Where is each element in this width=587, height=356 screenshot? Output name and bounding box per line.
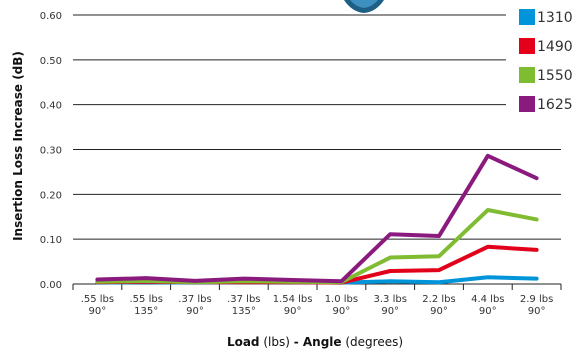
x-axis-title-part: (lbs) <box>260 335 294 349</box>
x-tick-label-load: 3.3 lbs <box>373 294 406 305</box>
x-tick-label-angle: 90° <box>284 306 302 317</box>
legend-swatch-1625 <box>519 96 535 112</box>
axes <box>72 283 562 290</box>
data-point-1625 <box>243 278 245 280</box>
legend-label: 1550 <box>537 68 573 84</box>
x-axis-title: Load (lbs) - Angle (degrees) <box>227 335 403 349</box>
x-axis-title-part: (degrees) <box>342 335 403 349</box>
data-point-1625 <box>292 279 294 281</box>
data-point-1550 <box>243 280 245 282</box>
series-line-1625 <box>95 153 539 284</box>
data-point-1625 <box>340 280 342 282</box>
data-point-1550 <box>536 218 538 220</box>
y-tick-label: 0.40 <box>40 101 62 112</box>
legend-swatch-1490 <box>519 38 535 54</box>
y-tick-label: 0.20 <box>40 190 62 201</box>
x-tick-label-load: .55 lbs <box>129 294 162 305</box>
x-tick-label-angle: 90° <box>333 306 351 317</box>
data-point-1310 <box>536 278 538 280</box>
y-tick-label: 0.60 <box>40 11 62 22</box>
legend-label: 1490 <box>537 39 573 55</box>
y-tick-label: 0.50 <box>40 56 62 67</box>
x-tick-label-load: 1.54 lbs <box>273 294 313 305</box>
y-tick-label: 0.30 <box>40 146 62 157</box>
x-tick-label-load: .55 lbs <box>81 294 114 305</box>
gridlines <box>73 14 561 240</box>
data-point-1550 <box>438 255 440 257</box>
x-tick-label-angle: 90° <box>186 306 204 317</box>
series-line-1550 <box>95 208 539 285</box>
data-point-1550 <box>145 280 147 282</box>
y-tick-labels: 0.00 0.10 0.20 0.30 0.40 0.50 0.60 <box>40 11 62 291</box>
x-tick-label-load: 2.9 lbs <box>520 294 553 305</box>
data-point-1310 <box>389 280 391 282</box>
y-tick-label: 0.00 <box>40 280 62 291</box>
legend-swatch-1550 <box>519 67 535 83</box>
y-tick-label: 0.10 <box>40 235 62 246</box>
legend-swatch-1310 <box>519 9 535 25</box>
data-point-1490 <box>389 270 391 272</box>
data-point-1625 <box>389 233 391 235</box>
legend-label: 1310 <box>537 10 573 26</box>
data-point-1490 <box>438 269 440 271</box>
x-axis-title-part: Load <box>227 335 260 349</box>
data-point-1625 <box>194 280 196 282</box>
x-tick-label-angle: 90° <box>479 306 497 317</box>
data-point-1625 <box>145 277 147 279</box>
series-lines <box>95 153 539 285</box>
y-axis-title: Insertion Loss Increase (dB) <box>11 51 25 241</box>
data-point-1625 <box>438 235 440 237</box>
x-tick-label-angle: 90° <box>381 306 399 317</box>
x-tick-label-load: .37 lbs <box>227 294 260 305</box>
legend-label: 1625 <box>537 97 573 113</box>
x-axis-title-part: - Angle <box>294 335 342 349</box>
data-point-1310 <box>487 276 489 278</box>
data-point-1310 <box>438 281 440 283</box>
x-tick-label-load: .37 lbs <box>178 294 211 305</box>
x-tick-label-load: 1.0 lbs <box>325 294 358 305</box>
x-tick-label-angle: 135° <box>134 306 158 317</box>
x-tick-label-angle: 90° <box>89 306 107 317</box>
data-point-1625 <box>536 177 538 179</box>
x-tick-label-angle: 90° <box>430 306 448 317</box>
data-point-1625 <box>487 155 489 157</box>
data-point-1550 <box>389 257 391 259</box>
legend: 1310 1490 1550 1625 <box>506 4 587 118</box>
x-tick-label-angle: 135° <box>232 306 256 317</box>
decorative-emblem <box>344 0 384 13</box>
data-point-1550 <box>487 209 489 211</box>
data-point-1625 <box>96 279 98 281</box>
x-tick-label-load: 2.2 lbs <box>422 294 455 305</box>
data-point-1490 <box>536 249 538 251</box>
data-point-1490 <box>487 246 489 248</box>
x-tick-label-load: 4.4 lbs <box>471 294 504 305</box>
x-tick-label-angle: 90° <box>528 306 546 317</box>
